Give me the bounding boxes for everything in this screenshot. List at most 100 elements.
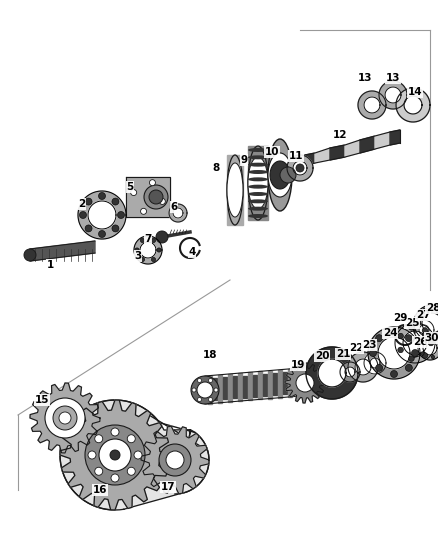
Text: 24: 24 [383,328,397,338]
Circle shape [99,439,131,471]
Polygon shape [340,362,360,382]
Polygon shape [258,372,262,399]
Text: 12: 12 [333,130,347,140]
Polygon shape [330,145,345,160]
Polygon shape [345,140,360,157]
Polygon shape [385,87,401,103]
Polygon shape [213,378,217,400]
Polygon shape [278,370,282,398]
Circle shape [131,190,137,196]
Polygon shape [233,376,237,399]
Polygon shape [268,370,272,399]
Circle shape [45,398,85,438]
Circle shape [428,340,434,346]
Circle shape [95,435,103,443]
Polygon shape [396,88,430,122]
Polygon shape [238,373,242,401]
Polygon shape [368,327,420,379]
Polygon shape [173,208,183,218]
Circle shape [95,467,103,475]
Polygon shape [404,96,422,114]
Polygon shape [423,341,437,355]
Text: 25: 25 [405,318,419,328]
Polygon shape [287,155,313,181]
Circle shape [422,332,428,338]
Circle shape [24,249,36,261]
Circle shape [191,376,219,404]
Text: 3: 3 [134,251,141,261]
Polygon shape [60,400,170,510]
Circle shape [152,238,155,243]
Circle shape [376,335,383,342]
Circle shape [296,164,304,172]
Circle shape [99,230,106,238]
Circle shape [85,425,145,485]
Circle shape [141,208,147,214]
Polygon shape [203,379,207,401]
Text: 20: 20 [315,351,329,361]
Circle shape [192,388,196,392]
Text: 23: 23 [362,340,376,350]
Text: 11: 11 [289,151,303,161]
Polygon shape [78,191,126,239]
Circle shape [144,185,168,209]
Polygon shape [88,201,116,229]
Polygon shape [395,323,435,363]
Circle shape [85,198,92,205]
Ellipse shape [248,155,268,159]
Text: 30: 30 [425,333,438,343]
Circle shape [422,328,428,333]
Polygon shape [283,372,287,394]
Ellipse shape [248,207,268,211]
Text: 28: 28 [426,303,438,313]
Circle shape [156,231,168,243]
Text: 19: 19 [291,360,305,370]
Circle shape [110,450,120,460]
Circle shape [422,308,428,314]
Ellipse shape [227,155,243,225]
Circle shape [134,451,142,459]
Circle shape [411,350,418,357]
Circle shape [405,335,412,342]
Circle shape [53,406,77,430]
Text: 1: 1 [46,260,53,270]
Polygon shape [315,148,330,163]
Polygon shape [60,400,209,510]
Text: 29: 29 [393,313,407,323]
Circle shape [296,374,314,392]
Ellipse shape [248,157,268,209]
Text: 16: 16 [93,485,107,495]
Circle shape [159,198,165,205]
Circle shape [198,378,201,383]
Polygon shape [390,130,400,145]
Circle shape [80,212,86,219]
Polygon shape [364,352,386,374]
Circle shape [127,435,135,443]
Ellipse shape [248,192,268,196]
Text: 13: 13 [386,73,400,83]
Circle shape [59,412,71,424]
Polygon shape [414,320,434,340]
Ellipse shape [248,199,268,203]
Circle shape [141,257,145,262]
Polygon shape [293,372,297,393]
Circle shape [127,467,135,475]
Text: 21: 21 [336,349,350,359]
Polygon shape [30,383,100,453]
Circle shape [166,451,184,469]
Text: 6: 6 [170,202,178,212]
Circle shape [88,451,96,459]
Ellipse shape [268,139,292,211]
Polygon shape [358,91,386,119]
Text: 13: 13 [358,73,372,83]
Circle shape [111,428,119,436]
Text: 8: 8 [212,163,219,173]
Circle shape [112,225,119,232]
Circle shape [198,398,201,401]
Text: 7: 7 [144,234,152,244]
Text: 18: 18 [203,350,217,360]
Text: 26: 26 [413,337,427,347]
Polygon shape [419,325,429,335]
Circle shape [135,248,139,252]
Polygon shape [134,236,162,264]
